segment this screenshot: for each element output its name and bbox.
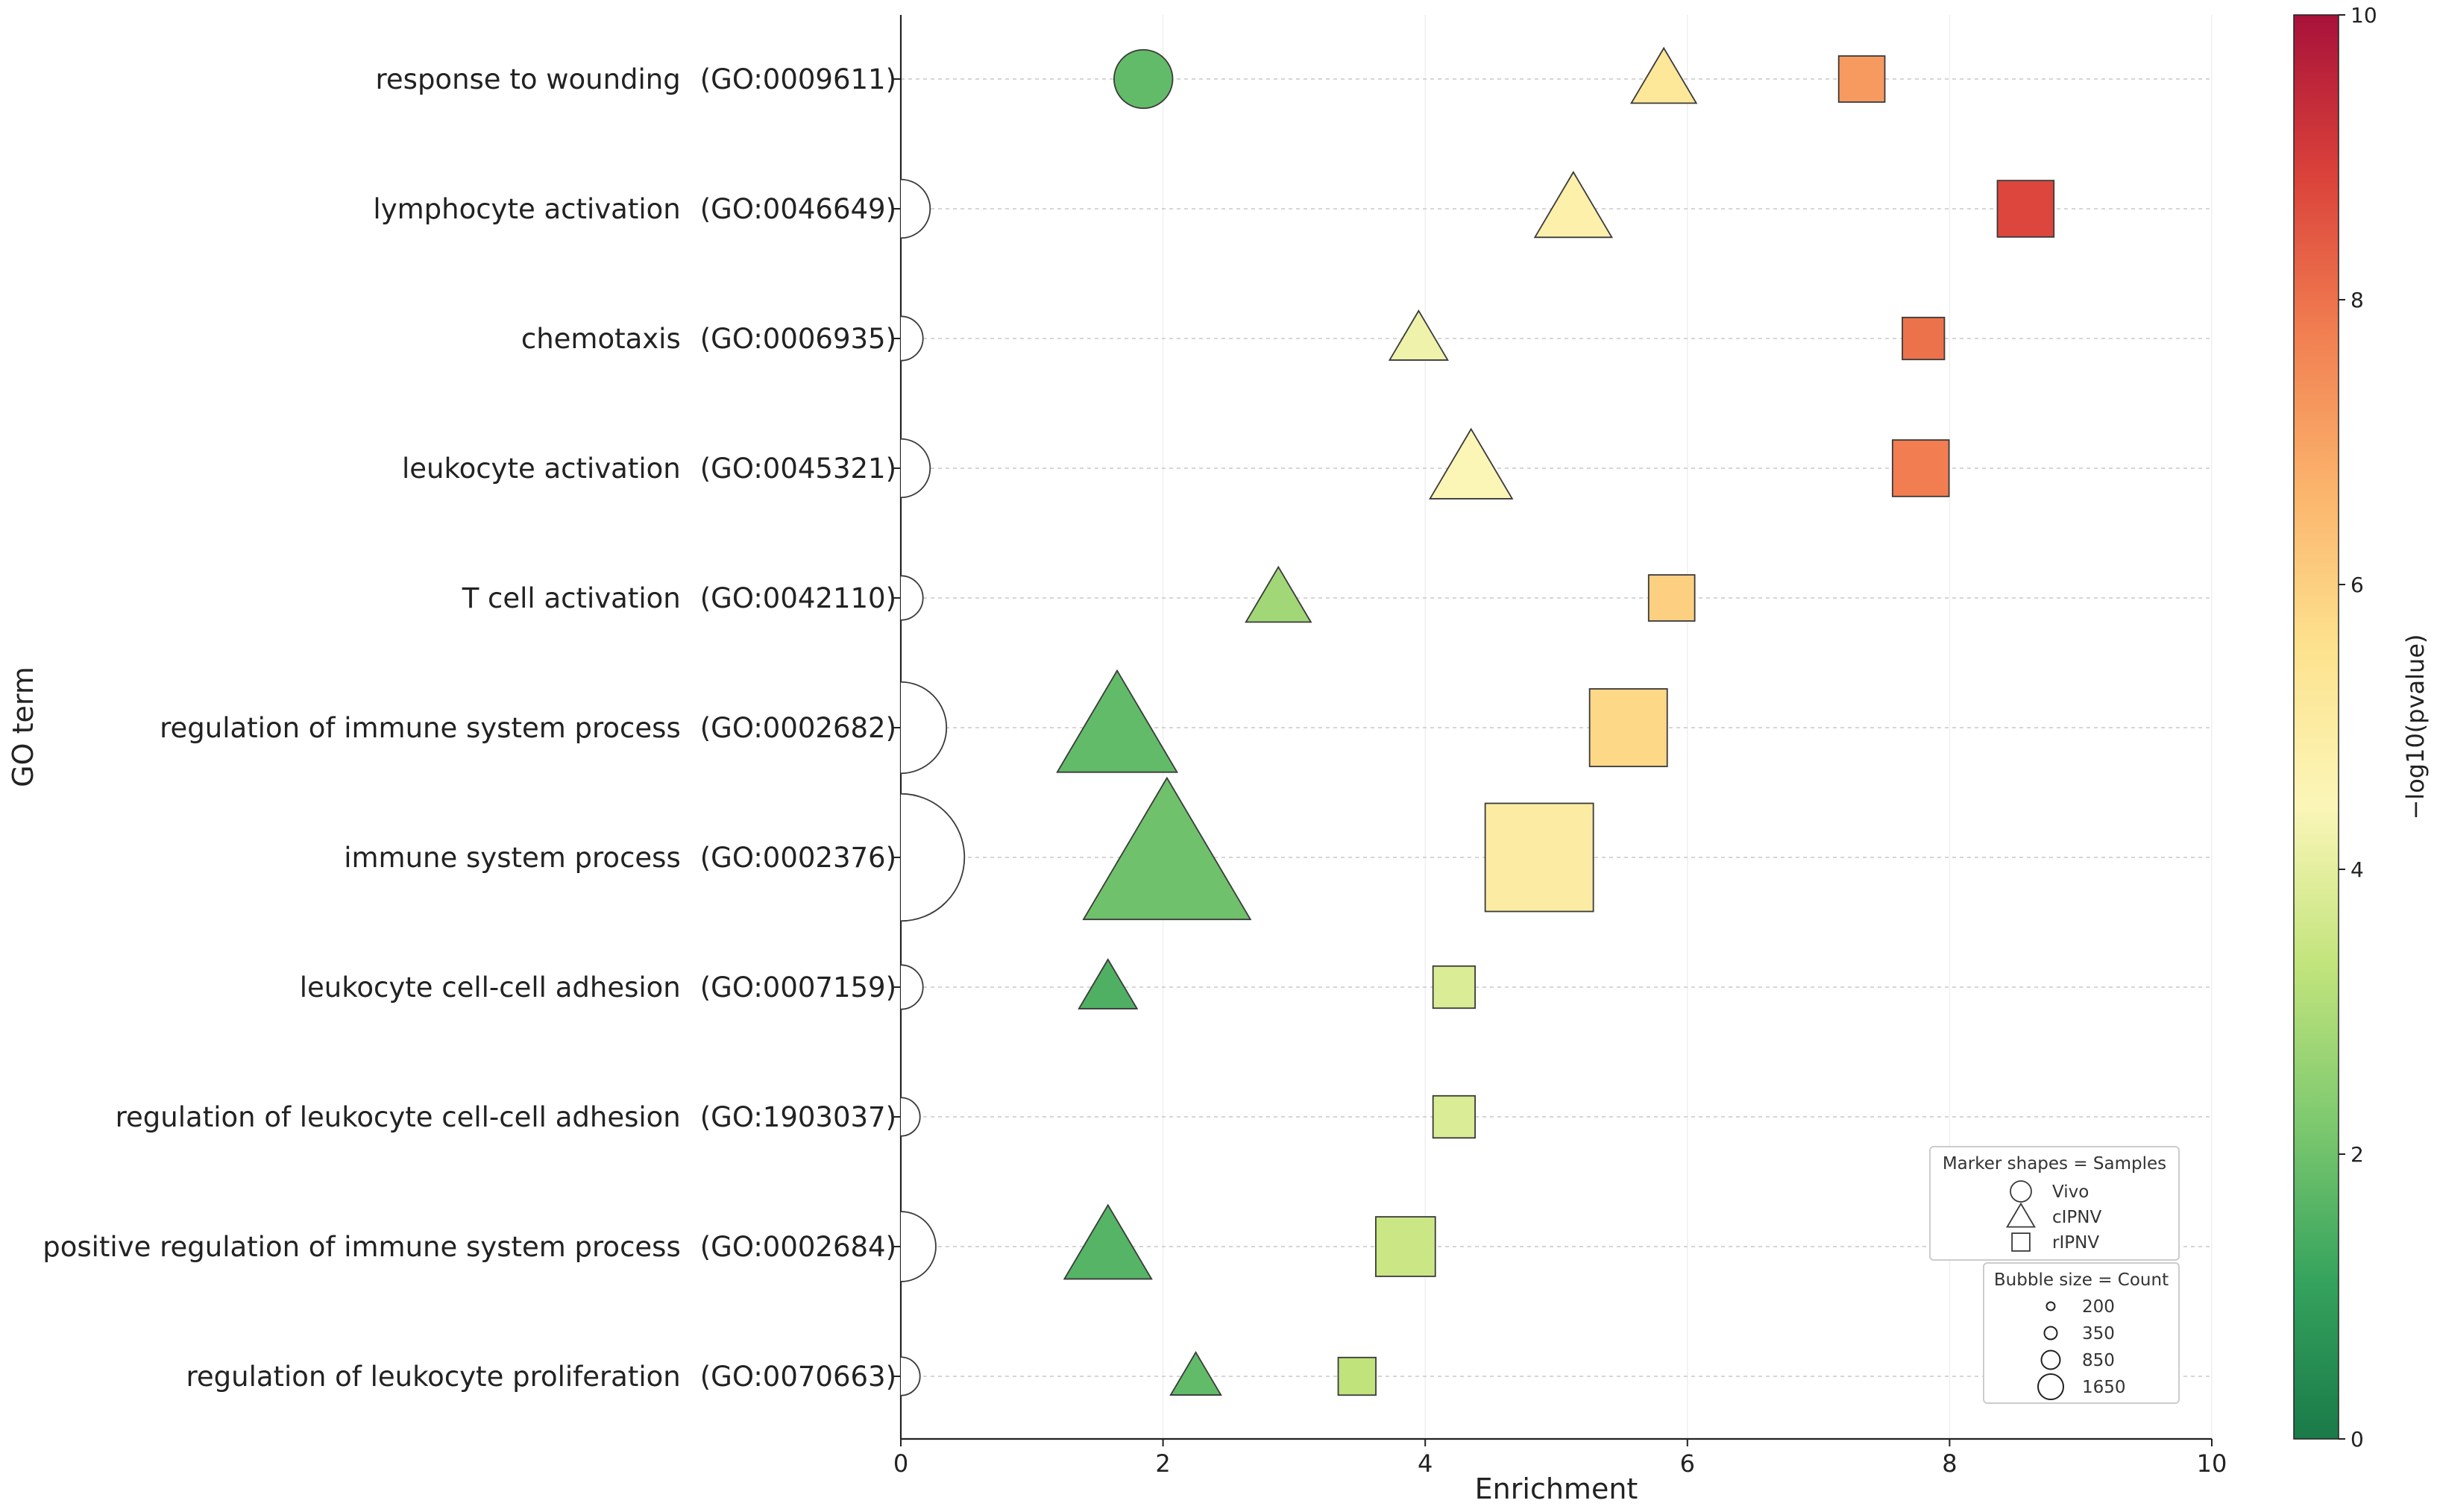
square-marker — [1432, 965, 1476, 1009]
triangle-marker — [1063, 1203, 1153, 1280]
x-tick-label: 0 — [893, 1449, 908, 1478]
square-marker — [1647, 574, 1696, 622]
series-group — [901, 46, 2055, 1396]
size-legend-label: 200 — [2082, 1297, 2115, 1317]
x-tick-label: 6 — [1680, 1449, 1695, 1478]
colorbar-label: −log10(pvalue) — [2401, 634, 2430, 820]
y-tick-label: response to wounding (GO:0009611) — [376, 63, 897, 95]
y-tick-label: lymphocyte activation (GO:0046649) — [373, 193, 896, 225]
circle-marker — [901, 1097, 921, 1137]
circle-marker — [901, 964, 924, 1010]
square-marker — [1375, 1216, 1436, 1277]
square-marker — [1484, 802, 1594, 913]
square-marker — [1996, 180, 2055, 238]
size-legend-circle — [2045, 1301, 2056, 1311]
circle-marker — [901, 1211, 937, 1282]
triangle-marker — [1078, 958, 1139, 1009]
colorbar-tick-label: 10 — [2350, 3, 2377, 28]
circle-marker — [901, 793, 966, 922]
labels-layer: 0 2 4 6 8 10 response to wounding (GO:0009611) l… — [7, 63, 2227, 1505]
triangle-marker — [1429, 427, 1514, 500]
y-tick-label: regulation of immune system process (GO:0… — [160, 712, 896, 744]
y-tick-label: T cell activation (GO:0042110) — [462, 582, 896, 614]
colorbar-gradient — [2293, 14, 2339, 1440]
x-axis-title: Enrichment — [1475, 1472, 1638, 1505]
shape-legend-title: Marker shapes = Samples — [1943, 1154, 2166, 1174]
circle-marker — [901, 438, 931, 499]
triangle-marker — [1169, 1351, 1222, 1396]
triangle-marker — [1533, 171, 1613, 239]
size-legend-circle — [2043, 1326, 2058, 1341]
colorbar-tick-label: 2 — [2350, 1142, 2364, 1167]
x-tick-label: 8 — [1942, 1449, 1957, 1478]
shape-legend: Marker shapes = Samples Vivo cIPNV rIPNV — [1929, 1146, 2180, 1261]
x-tick-label: 2 — [1155, 1449, 1170, 1478]
y-tick-label: positive regulation of immune system pro… — [43, 1231, 896, 1263]
y-tick-label: regulation of leukocyte proliferation (GO… — [186, 1361, 896, 1393]
size-legend-title: Bubble size = Count — [1994, 1270, 2169, 1290]
y-tick-label: immune system process (GO:0002376) — [344, 842, 896, 874]
circle-marker — [901, 315, 924, 362]
circle-marker — [901, 681, 948, 775]
square-marker — [1837, 55, 1886, 103]
shape-legend-label: cIPNV — [2052, 1208, 2102, 1227]
y-tick-label: leukocyte activation (GO:0045321) — [402, 453, 896, 485]
y-tick-label: leukocyte cell-cell adhesion (GO:0007159) — [300, 971, 896, 1004]
triangle-marker — [1388, 309, 1449, 361]
square-marker — [1588, 688, 1668, 767]
triangle-marker — [1082, 776, 1252, 921]
size-legend-box — [1983, 1262, 2180, 1404]
colorbar-tick-label: 6 — [2350, 573, 2364, 597]
size-legend-label: 350 — [2082, 1324, 2115, 1344]
square-marker — [1902, 316, 1946, 361]
series-vivo — [901, 48, 1174, 1396]
size-legend-label: 1650 — [2082, 1378, 2126, 1397]
size-legend-label: 850 — [2082, 1351, 2115, 1370]
legend-circle-marker — [2010, 1180, 2032, 1203]
colorbar: 0 2 4 6 8 10 −log10(pvalue) — [2293, 3, 2430, 1452]
colorbar-tick-label: 0 — [2350, 1427, 2364, 1452]
shape-legend-label: rIPNV — [2052, 1233, 2099, 1253]
y-tick-label: chemotaxis (GO:0006935) — [521, 323, 896, 355]
colorbar-tick-label: 8 — [2350, 288, 2364, 312]
square-marker — [1337, 1356, 1377, 1396]
y-tick-label: regulation of leukocyte cell-cell adhesi… — [116, 1101, 896, 1133]
size-legend-circle — [2040, 1349, 2061, 1370]
x-tick-label: 4 — [1418, 1449, 1433, 1478]
legend-layer: Marker shapes = Samples Vivo cIPNV rIPNV Bub… — [1929, 1146, 2180, 1404]
marks-layer — [901, 46, 2055, 1396]
legend-square-marker — [2011, 1232, 2031, 1252]
x-tick-label: 10 — [2197, 1449, 2227, 1478]
triangle-marker — [1056, 669, 1179, 773]
colorbar-tick-label: 4 — [2350, 857, 2364, 882]
circle-marker — [901, 1356, 921, 1396]
series-ripnv — [1337, 55, 2055, 1396]
legend-triangle-marker — [2006, 1202, 2036, 1228]
shape-legend-box — [1929, 1146, 2180, 1261]
circle-marker — [901, 575, 924, 621]
triangle-marker — [1630, 46, 1698, 104]
square-marker — [1432, 1094, 1476, 1139]
size-legend-circle — [2037, 1373, 2064, 1400]
circle-marker — [1113, 48, 1174, 110]
circle-marker — [901, 178, 931, 239]
shape-legend-label: Vivo — [2052, 1182, 2089, 1202]
square-marker — [1891, 439, 1950, 497]
size-legend: Bubble size = Count 200 350 850 1650 — [1983, 1262, 2180, 1404]
y-axis-title: GO term — [7, 667, 40, 787]
triangle-marker — [1245, 565, 1312, 623]
series-cipnv — [1056, 46, 1698, 1396]
